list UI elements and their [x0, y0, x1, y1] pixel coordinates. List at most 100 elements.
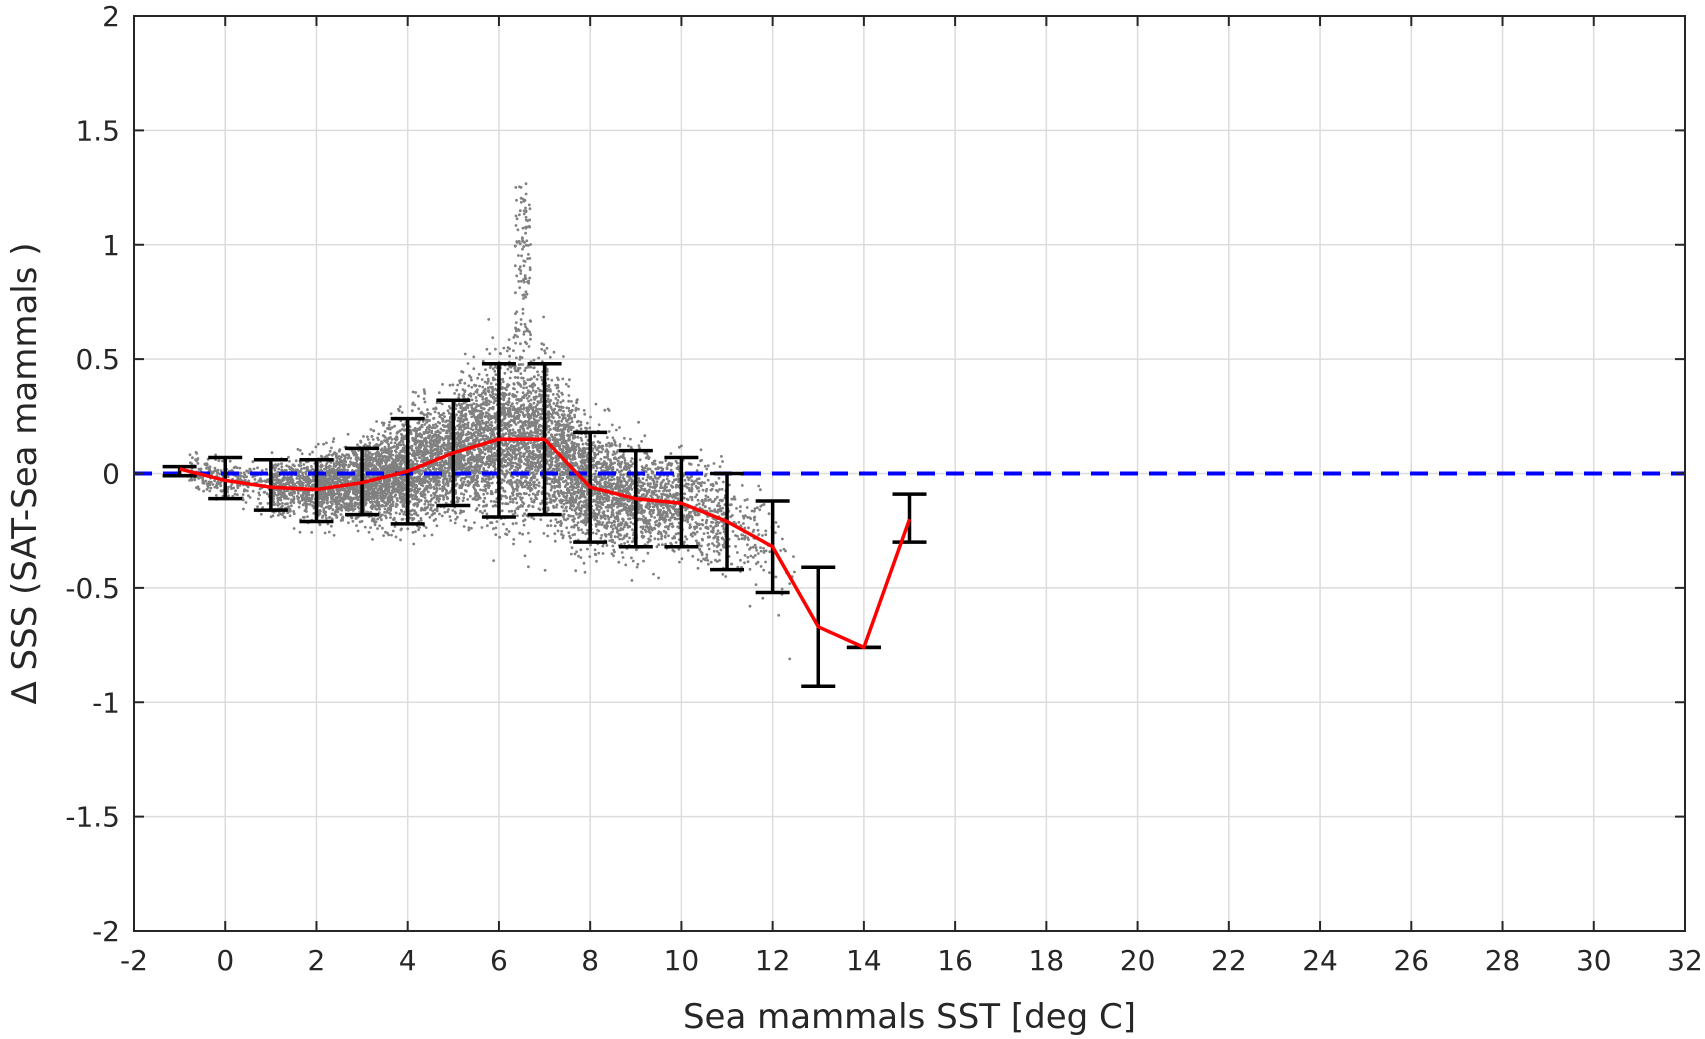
scatter-point	[506, 407, 510, 410]
scatter-point	[440, 449, 444, 453]
scatter-point	[335, 505, 338, 509]
scatter-point	[555, 503, 559, 507]
scatter-point	[508, 495, 512, 499]
scatter-point	[214, 494, 218, 497]
scatter-point	[550, 378, 554, 382]
scatter-point	[298, 449, 302, 452]
scatter-point	[658, 475, 662, 478]
scatter-point	[710, 509, 714, 513]
scatter-point	[658, 461, 662, 464]
scatter-point	[448, 383, 452, 387]
scatter-point	[243, 478, 247, 482]
scatter-point	[528, 540, 532, 543]
scatter-point	[793, 570, 796, 574]
scatter-point	[657, 495, 661, 499]
scatter-point	[569, 411, 572, 415]
scatter-point	[527, 394, 531, 398]
scatter-point	[531, 386, 535, 389]
scatter-point	[422, 397, 426, 401]
scatter-point	[751, 556, 755, 559]
scatter-point	[476, 376, 480, 380]
scatter-point	[637, 476, 641, 480]
scatter-point	[595, 497, 599, 501]
scatter-point	[664, 482, 668, 486]
scatter-point	[384, 516, 388, 520]
scatter-point	[485, 347, 489, 351]
scatter-point	[311, 450, 314, 454]
scatter-point	[558, 429, 561, 432]
scatter-point	[475, 498, 478, 502]
scatter-point	[540, 342, 544, 345]
scatter-point	[485, 512, 489, 516]
scatter-point	[428, 425, 432, 428]
scatter-point	[660, 461, 664, 464]
scatter-point	[286, 502, 289, 506]
scatter-point	[567, 531, 571, 535]
scatter-point	[426, 490, 430, 494]
scatter-point	[462, 393, 466, 396]
scatter-point	[340, 455, 343, 459]
scatter-point	[323, 498, 326, 502]
scatter-point	[424, 499, 427, 503]
scatter-point	[553, 490, 557, 494]
scatter-point	[646, 467, 650, 470]
scatter-point	[622, 504, 625, 508]
scatter-point	[516, 443, 520, 447]
scatter-point	[594, 524, 598, 528]
scatter-point	[743, 498, 747, 502]
scatter-point	[629, 521, 633, 524]
scatter-point	[597, 551, 601, 555]
scatter-point	[478, 510, 482, 513]
scatter-point	[488, 352, 492, 356]
scatter-point	[748, 567, 752, 571]
scatter-point	[554, 383, 557, 387]
scatter-point	[466, 498, 470, 501]
scatter-point	[642, 559, 645, 563]
scatter-point	[560, 530, 564, 533]
scatter-point	[531, 389, 535, 392]
scatter-point	[302, 463, 306, 466]
scatter-point	[349, 456, 353, 460]
scatter-point	[379, 482, 383, 485]
scatter-point	[508, 406, 512, 410]
scatter-point	[290, 504, 293, 508]
scatter-point	[472, 483, 476, 487]
scatter-point	[782, 547, 786, 551]
scatter-point	[718, 488, 721, 491]
scatter-point	[547, 477, 551, 481]
scatter-point	[285, 464, 288, 468]
scatter-point	[259, 512, 263, 516]
scatter-point	[381, 526, 384, 530]
scatter-point	[589, 543, 592, 547]
scatter-point	[628, 536, 631, 540]
scatter-point	[327, 516, 331, 519]
scatter-point	[571, 404, 575, 408]
scatter-point	[740, 537, 744, 541]
scatter-point	[764, 560, 767, 564]
scatter-point	[610, 423, 614, 427]
scatter-point	[391, 453, 395, 457]
scatter-point	[389, 412, 393, 416]
scatter-point	[554, 397, 558, 400]
scatter-point	[570, 420, 574, 423]
scatter-point	[514, 444, 517, 448]
scatter-point	[630, 457, 634, 460]
scatter-point	[701, 538, 704, 542]
scatter-point	[665, 477, 669, 481]
scatter-point	[519, 451, 523, 455]
scatter-point	[514, 521, 518, 525]
scatter-point	[463, 352, 467, 356]
scatter-point	[744, 514, 747, 518]
scatter-point	[258, 502, 262, 505]
scatter-point	[622, 473, 625, 477]
scatter-point	[539, 453, 543, 457]
scatter-point	[529, 489, 532, 493]
scatter-point	[447, 474, 451, 478]
scatter-point	[728, 503, 732, 507]
scatter-point	[490, 424, 493, 427]
scatter-point	[593, 548, 597, 552]
scatter-point	[594, 503, 598, 507]
scatter-point	[588, 555, 592, 558]
scatter-point	[526, 378, 530, 382]
scatter-point	[747, 526, 750, 530]
